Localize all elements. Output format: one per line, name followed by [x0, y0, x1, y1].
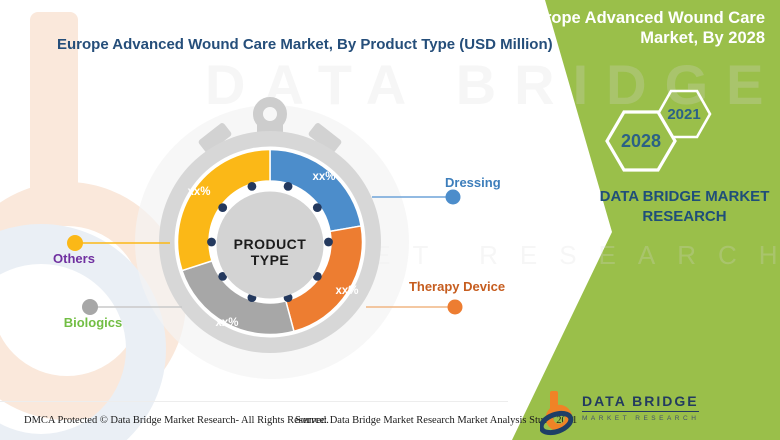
- clock-dot: [312, 271, 322, 281]
- dmca-notice: DMCA Protected © Data Bridge Market Rese…: [24, 415, 329, 426]
- clock-dot: [207, 237, 216, 247]
- chart-center-disc: [216, 191, 324, 299]
- callout-label-others: Others: [53, 251, 95, 266]
- clock-dot: [218, 271, 228, 281]
- clock-dot: [312, 203, 322, 213]
- logo-name: DATA BRIDGE: [582, 393, 700, 412]
- segment-value-label: xx%: [335, 285, 358, 297]
- clock-dot: [247, 181, 257, 191]
- segment-value-label: xx%: [312, 171, 335, 183]
- callout-label-dressing: Dressing: [445, 175, 501, 190]
- segment-value-label: xx%: [215, 317, 238, 329]
- brand-text: DATA BRIDGE MARKET RESEARCH: [597, 187, 772, 227]
- data-bridge-logo-icon: [540, 391, 574, 436]
- segment-value-label: xx%: [187, 186, 210, 198]
- footer-divider: [0, 401, 508, 402]
- brand-text-line2: RESEARCH: [642, 208, 727, 225]
- side-panel-title-line1: Europe Advanced Wound Care: [523, 9, 765, 27]
- logo-subtitle: MARKET RESEARCH: [582, 415, 700, 422]
- hexagon-2021-year: 2021: [667, 106, 700, 123]
- pie-segment-others: [176, 148, 271, 272]
- stopwatch-crown-stem: [257, 122, 283, 134]
- stopwatch-button-left: [198, 123, 232, 153]
- side-panel-title: Europe Advanced Wound Care Market, By 20…: [524, 9, 765, 48]
- callout-dot-therapy-device: [447, 299, 463, 315]
- chart-center-label: PRODUCT TYPE: [233, 236, 307, 268]
- callout-label-biologics: Biologics: [63, 315, 123, 330]
- stopwatch-button-right: [308, 123, 342, 153]
- watermark-logo-stem: [30, 12, 78, 210]
- logo-text-block: DATA BRIDGE MARKET RESEARCH: [582, 390, 700, 422]
- callout-label-therapy-device: Therapy Device: [408, 279, 506, 294]
- green-panel-shape: [512, 0, 780, 440]
- brand-text-line1: DATA BRIDGE MARKET: [599, 188, 770, 205]
- callout-dot-others: [67, 235, 83, 251]
- data-bridge-logo: DATA BRIDGE MARKET RESEARCH: [540, 390, 700, 436]
- hexagon-2028-year: 2028: [621, 131, 661, 151]
- clock-dot: [324, 237, 333, 247]
- clock-dot: [218, 203, 228, 213]
- source-note: Source: Data Bridge Market Research Mark…: [295, 415, 578, 426]
- page-title: Europe Advanced Wound Care Market, By Pr…: [57, 36, 553, 53]
- hexagon-2028: [605, 110, 677, 172]
- year-hexagons: 2021 2028: [605, 89, 712, 172]
- callout-dot-dressing: [445, 189, 461, 205]
- callout-dot-biologics: [82, 299, 98, 315]
- clock-dot: [283, 181, 293, 191]
- side-panel-title-line2: Market, By 2028: [640, 28, 765, 47]
